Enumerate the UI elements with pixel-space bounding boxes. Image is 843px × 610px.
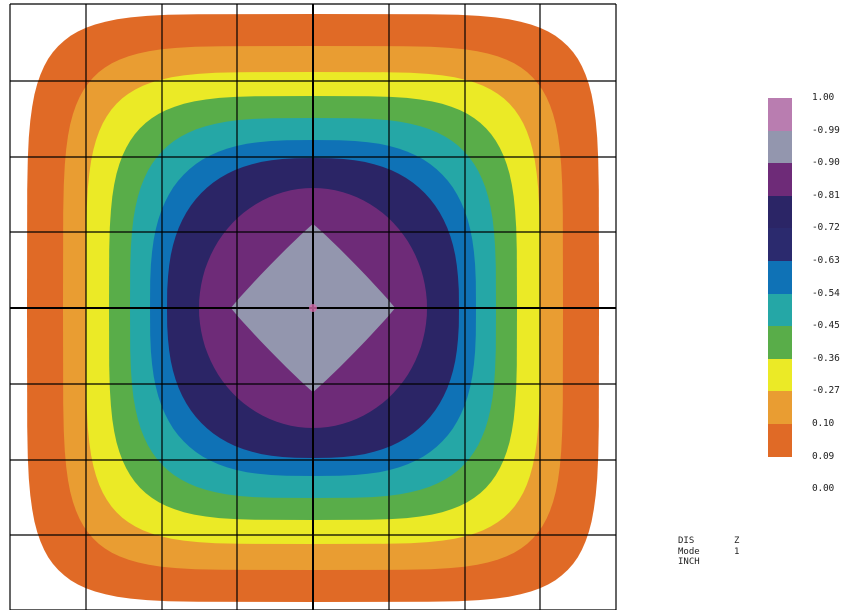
legend-swatch [768, 163, 792, 196]
legend-swatch [768, 260, 792, 294]
legend-label: -0.54 [812, 287, 840, 299]
center-marker [309, 304, 317, 312]
result-info: DIS Z Mode 1 INCH [678, 536, 739, 568]
legend-label: 0.10 [812, 418, 835, 429]
mesh-grid [9, 3, 617, 610]
legend-label: -0.63 [812, 255, 840, 266]
legend-label: -0.45 [812, 320, 840, 332]
legend-swatch [768, 391, 792, 424]
info-key: DIS [678, 536, 695, 546]
legend-label: 1.00 [812, 92, 835, 103]
info-value: 1 [734, 546, 740, 557]
legend-label: 0.00 [812, 483, 835, 495]
legend-swatch [768, 358, 792, 392]
info-key: Mode [678, 546, 700, 557]
legend-swatch [768, 326, 792, 359]
info-row-units: INCH [678, 557, 739, 568]
legend-label: -0.36 [812, 352, 840, 364]
legend-swatch [768, 98, 792, 131]
legend-swatch [768, 423, 792, 457]
legend-label: -0.72 [812, 222, 840, 234]
info-row-dis: DIS Z [678, 536, 739, 547]
legend-swatch [768, 293, 792, 327]
info-row-mode: Mode 1 [678, 547, 739, 558]
contour-plot [9, 3, 617, 610]
info-key: INCH [678, 557, 700, 567]
legend-label: 0.09 [812, 450, 835, 462]
legend-label: -0.90 [812, 157, 840, 169]
legend-swatch [768, 195, 792, 229]
legend-label: -0.81 [812, 189, 840, 201]
legend-label: -0.27 [812, 385, 840, 397]
info-value: Z [734, 536, 740, 546]
legend-label: -0.99 [812, 124, 840, 136]
legend-swatch [768, 228, 792, 261]
legend-color-bar [768, 98, 792, 457]
legend-swatch [768, 130, 792, 164]
